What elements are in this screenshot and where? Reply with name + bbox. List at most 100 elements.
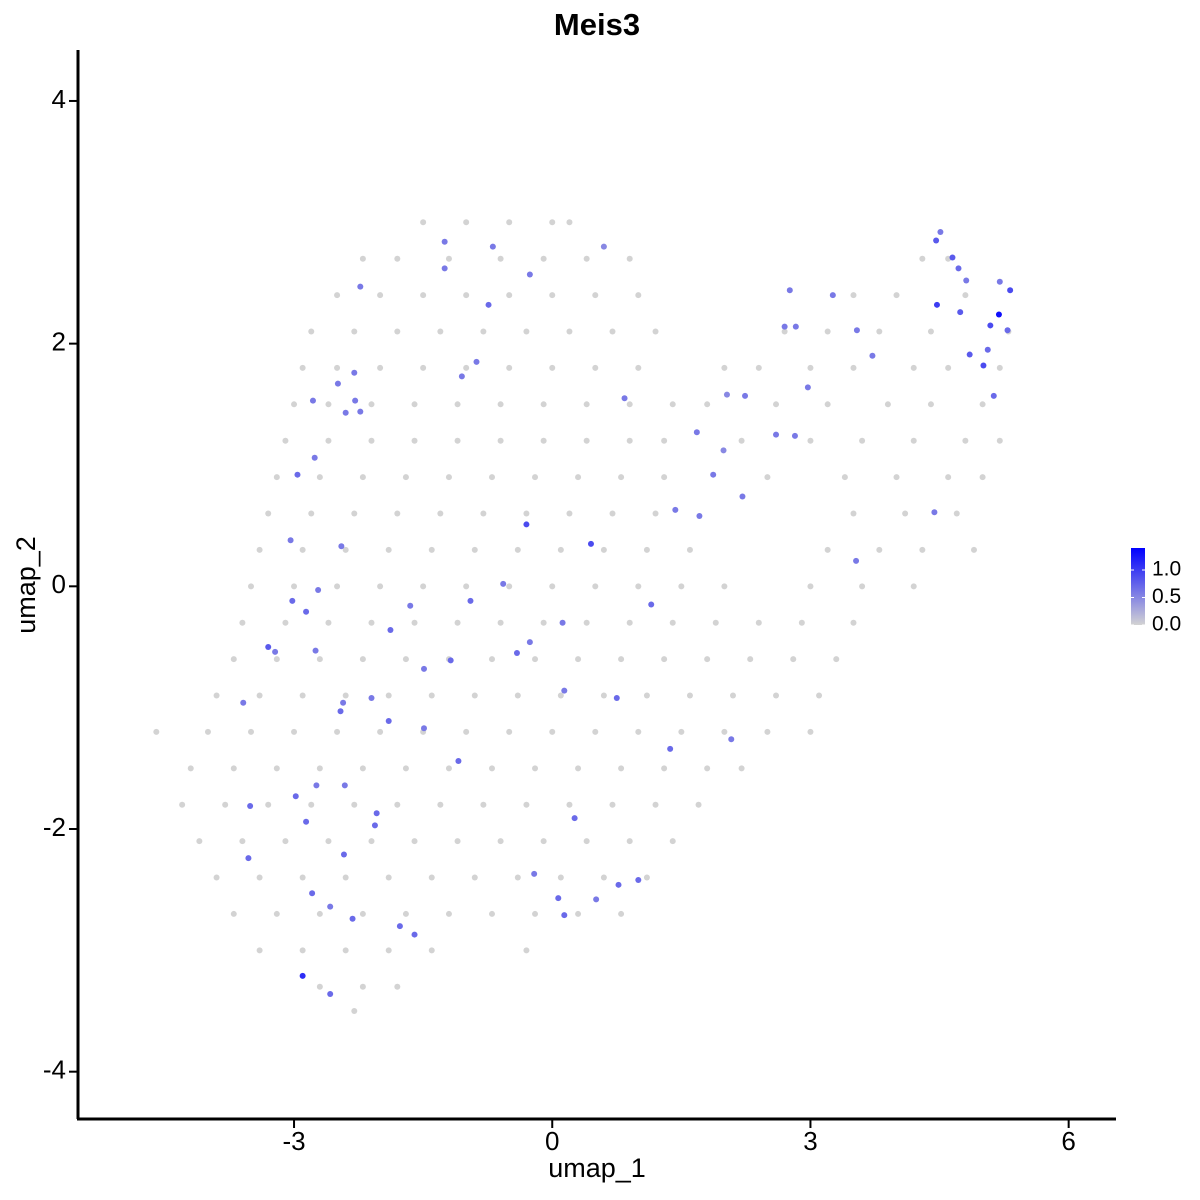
point [458,373,465,380]
point [600,874,607,881]
point [555,895,562,902]
point [540,619,547,626]
point [755,619,762,626]
point [351,328,358,335]
point [618,656,625,663]
point [919,546,926,553]
point [561,912,568,919]
point [299,874,306,881]
x-tick-label: 0 [545,1126,559,1156]
point [626,838,633,845]
point [575,474,582,481]
point [945,474,952,481]
y-axis-label: umap_2 [11,536,41,634]
points [153,219,1014,1015]
point [742,392,749,399]
point [497,619,504,626]
point [933,301,940,308]
point [311,454,318,461]
point [463,292,470,299]
point [342,692,349,699]
point [559,619,566,626]
point [592,364,599,371]
point [643,546,650,553]
point [488,656,495,663]
point [523,801,530,808]
point [411,437,418,444]
point [850,619,857,626]
point [549,583,556,590]
point [289,597,296,604]
point [437,801,444,808]
point [592,583,599,590]
point [371,822,378,829]
point [256,546,263,553]
point [240,699,247,706]
point [357,283,364,290]
point [933,237,940,244]
point [342,546,349,553]
point [256,947,263,954]
point [704,401,711,408]
point [463,583,470,590]
point [394,255,401,262]
point [445,910,452,917]
point [334,583,341,590]
y-tick-label: -2 [43,812,66,842]
point [342,409,349,416]
point [575,910,582,917]
point [755,364,762,371]
point [652,328,659,335]
point [303,608,310,615]
point [282,838,289,845]
point [359,983,366,990]
point [962,292,969,299]
point [441,238,448,245]
point [294,471,301,478]
point [506,364,513,371]
point [291,401,298,408]
point [593,896,600,903]
point [421,665,427,672]
point [299,692,306,699]
point [790,656,797,663]
point [287,537,294,544]
point [437,510,444,517]
point [368,838,375,845]
point [561,687,568,694]
point [368,401,375,408]
point [571,815,578,822]
point [394,983,401,990]
point [1007,287,1014,294]
point [996,437,1003,444]
point [368,437,375,444]
point [824,401,831,408]
point [514,546,521,553]
point [669,401,676,408]
point [635,583,642,590]
point [239,838,246,845]
point [600,692,607,699]
point [609,801,616,808]
point [693,429,700,436]
point [816,692,823,699]
point [272,648,279,655]
legend-tick-label: 0.0 [1152,613,1181,636]
point [342,947,349,954]
point [480,328,487,335]
point [721,364,728,371]
point [500,580,507,587]
point [299,546,306,553]
point [669,619,676,626]
point [613,694,620,701]
point [859,437,866,444]
point [351,1008,358,1015]
point [635,292,642,299]
point [667,745,674,752]
point [540,838,547,845]
point [514,692,521,699]
point [352,397,359,404]
point [445,765,452,772]
x-tick-label: -3 [282,1126,305,1156]
